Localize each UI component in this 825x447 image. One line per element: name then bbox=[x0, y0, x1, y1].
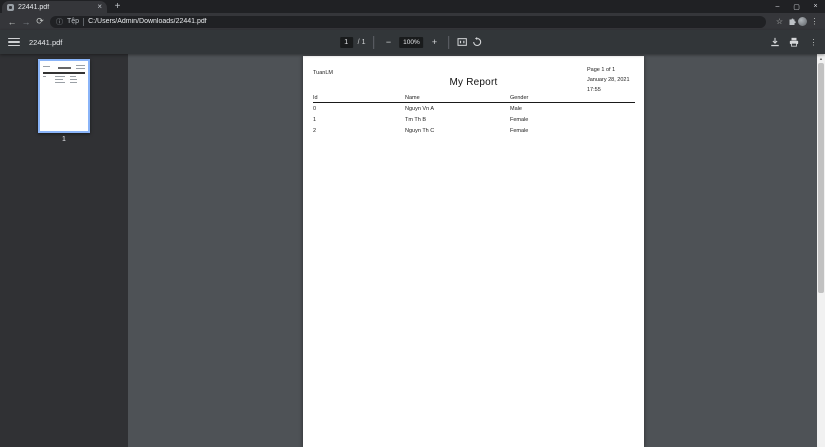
scrollbar-thumb[interactable] bbox=[818, 63, 824, 293]
page-number-input[interactable] bbox=[339, 36, 353, 48]
table-header-row: Id Name Gender bbox=[313, 94, 635, 103]
cell-gender: Female bbox=[510, 127, 529, 134]
back-icon[interactable]: ← bbox=[7, 16, 17, 27]
pdf-viewer: TuanLM Page 1 of 1 January 28, 2021 17:5… bbox=[128, 54, 825, 447]
tab-strip: 22441.pdf × + – ▢ × bbox=[0, 0, 825, 13]
window-controls: – ▢ × bbox=[768, 0, 825, 13]
bookmark-star-icon[interactable]: ☆ bbox=[775, 17, 784, 26]
minimize-button[interactable]: – bbox=[775, 3, 780, 10]
column-header-gender: Gender bbox=[510, 95, 529, 101]
fit-to-page-icon[interactable] bbox=[457, 37, 468, 47]
zoom-level-value: 100% bbox=[399, 36, 424, 48]
url-field[interactable]: ⓘ Tệp C:/Users/Admin/Downloads/22441.pdf bbox=[50, 15, 766, 28]
thumbnail-sidebar: 1 bbox=[0, 54, 128, 447]
page-thumbnail[interactable] bbox=[38, 59, 90, 133]
forward-icon[interactable]: → bbox=[21, 16, 31, 27]
cell-id: 0 bbox=[313, 105, 317, 112]
cell-name: Tm Th B bbox=[405, 116, 426, 123]
cell-name: Nguyn Vn A bbox=[405, 105, 435, 112]
page-count-label: / 1 bbox=[357, 38, 366, 46]
report-time: 17:55 bbox=[587, 87, 601, 93]
url-separator bbox=[83, 17, 85, 26]
window-close-button[interactable]: × bbox=[813, 3, 818, 10]
toolbar-divider bbox=[448, 35, 450, 49]
pdf-page: TuanLM Page 1 of 1 January 28, 2021 17:5… bbox=[303, 56, 644, 447]
pdf-page-controls: / 1 − 100% + bbox=[339, 30, 483, 54]
rotate-icon[interactable] bbox=[472, 37, 482, 47]
cell-id: 1 bbox=[313, 116, 317, 123]
pdf-document-title: 22441.pdf bbox=[29, 37, 63, 47]
tab-title: 22441.pdf bbox=[18, 3, 50, 11]
download-icon[interactable] bbox=[770, 37, 780, 47]
report-meta: Page 1 of 1 January 28, 2021 17:55 bbox=[587, 65, 630, 95]
new-tab-button[interactable]: + bbox=[114, 1, 121, 12]
pdf-toolbar: 22441.pdf / 1 − 100% + bbox=[0, 30, 825, 54]
address-bar: ← → ⟳ ⓘ Tệp C:/Users/Admin/Downloads/224… bbox=[0, 13, 825, 30]
toolbar-divider bbox=[373, 35, 375, 49]
report-title: My Report bbox=[449, 77, 498, 88]
url-scheme-label: Tệp bbox=[67, 18, 80, 25]
cell-gender: Male bbox=[510, 105, 522, 112]
page-info-icon[interactable]: ⓘ bbox=[56, 18, 63, 26]
print-icon[interactable] bbox=[789, 37, 799, 47]
pdf-favicon-icon bbox=[7, 3, 14, 11]
viewer-scrollbar[interactable]: ▲ bbox=[817, 54, 825, 447]
reload-icon[interactable]: ⟳ bbox=[36, 16, 44, 26]
menu-hamburger-icon[interactable] bbox=[8, 38, 20, 46]
maximize-button[interactable]: ▢ bbox=[793, 3, 800, 11]
pdf-toolbar-actions: ⋮ bbox=[770, 30, 819, 54]
table-row: 1 Tm Th B Female bbox=[313, 114, 635, 125]
tab-close-icon[interactable]: × bbox=[97, 2, 102, 11]
column-header-name: Name bbox=[405, 95, 420, 101]
report-page-info: Page 1 of 1 bbox=[587, 67, 616, 73]
cell-gender: Female bbox=[510, 116, 529, 123]
pdf-more-options-icon[interactable]: ⋮ bbox=[809, 37, 818, 47]
browser-menu-icon[interactable]: ⋮ bbox=[810, 17, 819, 26]
pdf-content-area: 1 TuanLM Page 1 of 1 January 28, 2021 17… bbox=[0, 54, 825, 447]
thumbnail-page-number: 1 bbox=[62, 136, 66, 143]
scroll-up-icon[interactable]: ▲ bbox=[819, 56, 823, 61]
column-header-id: Id bbox=[313, 95, 318, 101]
table-row: 2 Nguyn Th C Female bbox=[313, 125, 635, 136]
report-date: January 28, 2021 bbox=[587, 77, 630, 83]
url-text: C:/Users/Admin/Downloads/22441.pdf bbox=[88, 18, 207, 25]
extension-icon[interactable] bbox=[788, 18, 796, 26]
address-bar-actions: ☆ ⋮ bbox=[773, 17, 820, 26]
tab-22441-pdf[interactable]: 22441.pdf × bbox=[2, 1, 107, 13]
cell-id: 2 bbox=[313, 127, 317, 134]
profile-avatar[interactable] bbox=[798, 17, 807, 26]
table-row: 0 Nguyn Vn A Male bbox=[313, 103, 635, 114]
report-table: Id Name Gender 0 Nguyn Vn A Male 1 Tm Th… bbox=[313, 94, 635, 136]
cell-name: Nguyn Th C bbox=[405, 127, 435, 134]
zoom-out-button[interactable]: − bbox=[385, 37, 392, 47]
report-author: TuanLM bbox=[313, 70, 333, 76]
zoom-in-button[interactable]: + bbox=[431, 37, 438, 47]
